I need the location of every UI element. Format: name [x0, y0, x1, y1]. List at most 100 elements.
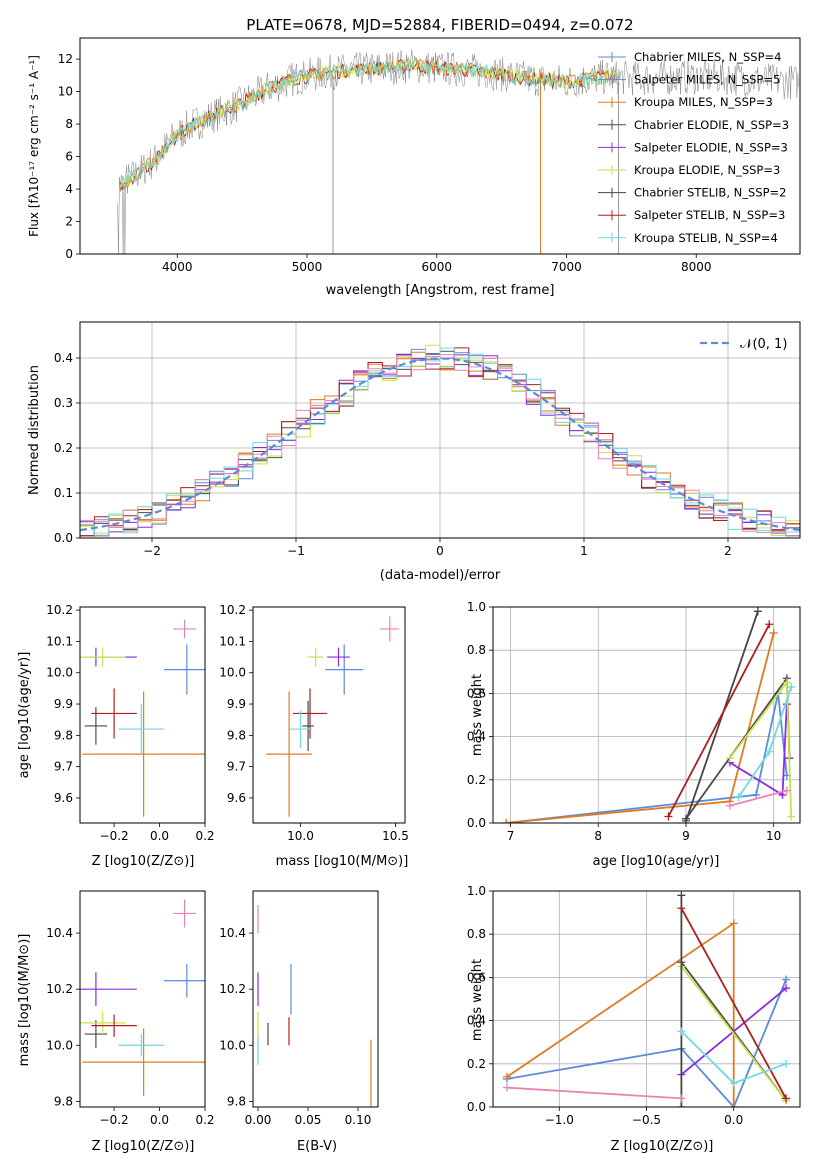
weight-z-y-label: mass weight — [470, 959, 485, 1041]
mass-weight-line — [680, 966, 787, 1102]
x-tick-label: −1 — [287, 544, 305, 558]
x-tick-label: 8000 — [681, 260, 712, 274]
x-tick-label: −1.0 — [545, 1113, 574, 1127]
y-tick-label: 10.0 — [219, 1038, 246, 1052]
mass-weight-marker — [769, 628, 778, 637]
spectrum-y-label: Flux [fλ10⁻¹⁷ erg cm⁻² s⁻¹ A⁻¹] — [27, 55, 41, 237]
y-tick-label: 4 — [65, 182, 73, 196]
x-tick-label: 0.00 — [245, 1113, 272, 1127]
mass-weight-marker — [734, 793, 743, 802]
y-tick-label: 1.0 — [467, 884, 486, 898]
legend-label: Kroupa MILES, N_SSP=3 — [634, 95, 773, 109]
mass-weight-marker — [765, 620, 774, 629]
mass-weight-marker — [782, 678, 791, 687]
mass-weight-marker — [677, 891, 686, 900]
legend-label: Chabrier MILES, N_SSP=4 — [634, 50, 781, 64]
x-tick-label: 4000 — [162, 260, 193, 274]
mass-weight-marker — [782, 984, 791, 993]
plot-frame — [79, 37, 801, 255]
mass-weight-line — [667, 623, 771, 817]
y-tick-label: 9.8 — [227, 728, 246, 742]
y-tick-label: 0.2 — [467, 773, 486, 787]
y-tick-label: 0 — [65, 247, 73, 261]
x-tick-label: 7 — [507, 829, 515, 843]
y-tick-label: 10.1 — [219, 634, 246, 648]
plot-content — [80, 344, 800, 537]
mass-weight-marker — [681, 816, 690, 823]
mass-weight-marker — [725, 754, 734, 763]
histogram-panel: (data-model)/error Normed distribution −… — [27, 321, 801, 583]
x-tick-label: 2 — [724, 544, 732, 558]
mass-weight-line — [506, 921, 735, 1107]
age-vs-z-panel: Z [log10(Z/Z⊙)] age [log10(age/yr)] −0.2… — [17, 603, 215, 869]
y-tick-label: 2 — [65, 215, 73, 229]
x-tick-label: 10.0 — [287, 829, 314, 843]
x-tick-label: 0.0 — [724, 1113, 743, 1127]
x-tick-label: 0.2 — [195, 1113, 214, 1127]
mass-vs-ebv-panel: E(B-V) 0.00 0.05 0.10 9.8 10.0 10.2 10.4 — [219, 890, 379, 1154]
legend-label: Salpeter STELIB, N_SSP=3 — [634, 208, 785, 222]
legend-label: Kroupa ELODIE, N_SSP=3 — [634, 163, 780, 177]
plot-frame — [79, 890, 206, 1108]
mass-weight-marker — [787, 682, 796, 691]
y-tick-label: 10.2 — [219, 982, 246, 996]
y-tick-label: 0.0 — [467, 816, 486, 830]
mass-weight-marker — [782, 786, 791, 795]
age-z-x-label: Z [log10(Z/Z⊙)] — [92, 854, 195, 869]
y-tick-label: 0.8 — [467, 643, 486, 657]
y-tick-label: 10.2 — [46, 982, 73, 996]
mass-weight-line — [506, 632, 775, 823]
y-tick-label: 10.4 — [46, 926, 73, 940]
x-tick-label: −0.2 — [100, 829, 129, 843]
x-tick-label: 0.2 — [195, 829, 214, 843]
mass-weight-marker — [787, 812, 796, 821]
y-tick-label: 9.9 — [227, 697, 246, 711]
model-spectrum-line — [119, 58, 621, 189]
mass-weight-marker — [677, 1027, 686, 1036]
legend-label: Chabrier STELIB, N_SSP=2 — [634, 186, 786, 200]
legend-label: 𝒩(0, 1) — [740, 337, 787, 352]
x-tick-label: 7000 — [551, 260, 582, 274]
histogram-step-line — [80, 354, 800, 537]
histogram-y-label: Normed distribution — [27, 365, 42, 495]
mass-weight-marker — [502, 1083, 511, 1092]
spectrum-panel: PLATE=0678, MJD=52884, FIBERID=0494, z=0… — [27, 16, 801, 298]
mass-vs-z-panel: Z [log10(Z/Z⊙)] mass [log10(M/M⊙)] −0.2 0… — [17, 890, 215, 1154]
mass-weight-line — [506, 979, 787, 1107]
x-tick-label: 0.10 — [345, 1113, 372, 1127]
y-tick-label: 6 — [65, 150, 73, 164]
mass-weight-marker — [782, 1059, 791, 1068]
y-tick-label: 10.0 — [46, 666, 73, 680]
x-tick-label: 6000 — [421, 260, 452, 274]
plot-content — [117, 49, 799, 254]
y-tick-label: 0.4 — [467, 730, 486, 744]
y-tick-label: 9.6 — [227, 791, 246, 805]
plot-frame — [252, 606, 406, 824]
mass-weight-marker — [729, 919, 738, 928]
x-tick-label: −0.5 — [632, 1113, 661, 1127]
y-tick-label: 10 — [58, 85, 73, 99]
y-tick-label: 10.2 — [46, 603, 73, 617]
legend-label: Salpeter ELODIE, N_SSP=3 — [634, 140, 788, 154]
x-tick-label: 0 — [436, 544, 444, 558]
x-tick-label: −2 — [143, 544, 161, 558]
y-tick-label: 0.0 — [467, 1100, 486, 1114]
mass-weight-line — [506, 1086, 682, 1100]
observed-spectrum-line — [117, 49, 799, 254]
weight-z-x-label: Z [log10(Z/Z⊙)] — [611, 1139, 714, 1154]
mass-weight-marker — [765, 747, 774, 756]
y-tick-label: 9.8 — [54, 728, 73, 742]
y-tick-label: 10.4 — [219, 926, 246, 940]
x-tick-label: 8 — [594, 829, 602, 843]
x-tick-label: 1 — [580, 544, 588, 558]
x-tick-label: 9 — [682, 829, 690, 843]
mass-weight-marker — [729, 1079, 738, 1088]
mass-z-y-label: mass [log10(M/M⊙)] — [17, 934, 32, 1067]
mass-weight-marker — [753, 607, 762, 616]
y-tick-label: 10.1 — [46, 634, 73, 648]
mass-weight-line — [680, 987, 787, 1076]
mass-z-x-label: Z [log10(Z/Z⊙)] — [92, 1139, 195, 1154]
legend-label: Salpeter MILES, N_SSP=5 — [634, 73, 780, 87]
x-tick-label: 5000 — [292, 260, 323, 274]
weight-age-y-label: mass weight — [470, 674, 485, 756]
